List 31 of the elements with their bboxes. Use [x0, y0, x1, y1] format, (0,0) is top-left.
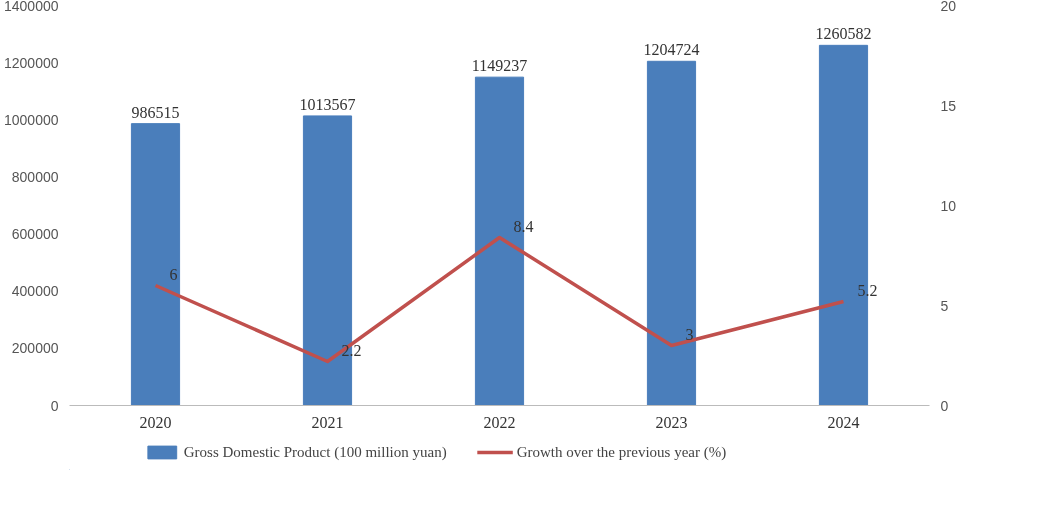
data-label: 2.2	[341, 341, 362, 359]
y-tick-label: 800000	[11, 168, 59, 185]
legend-label: Growth over the previous year (%)	[516, 443, 727, 461]
x-tick-label: 2021	[311, 413, 344, 431]
bar	[130, 123, 181, 406]
y-tick-label: 400000	[11, 283, 59, 300]
data-label: 1013567	[299, 95, 356, 113]
x-tick-label: 2022	[483, 413, 516, 431]
y-tick-label: 200000	[11, 340, 59, 357]
y-tick-label: 600000	[11, 226, 59, 243]
data-label: 1204724	[643, 41, 700, 59]
data-label: 986515	[131, 103, 180, 121]
y-tick-label: 1200000	[4, 54, 59, 71]
bar	[646, 60, 697, 406]
data-label: 1260582	[815, 25, 872, 43]
y2-tick-label: 20	[940, 0, 957, 14]
y2-tick-label: 15	[940, 97, 957, 114]
line-series	[153, 235, 846, 364]
y-tick-label: 1400000	[4, 0, 59, 14]
y2-tick-label: 0	[940, 397, 949, 414]
y-tick-label: 0	[50, 397, 59, 414]
y2-tick-label: 5	[940, 297, 949, 314]
x-tick-label: 2024	[827, 413, 860, 431]
y-tick-label: 1000000	[4, 111, 59, 128]
x-tick-label: 2020	[139, 413, 172, 431]
x-tick-label: 2023	[655, 413, 688, 431]
data-label: 1149237	[471, 57, 528, 75]
y2-tick-label: 10	[940, 197, 957, 214]
data-label: 3	[685, 325, 694, 343]
data-label: 6	[169, 265, 178, 283]
legend-label: Gross Domestic Product (100 million yuan)	[183, 443, 447, 461]
